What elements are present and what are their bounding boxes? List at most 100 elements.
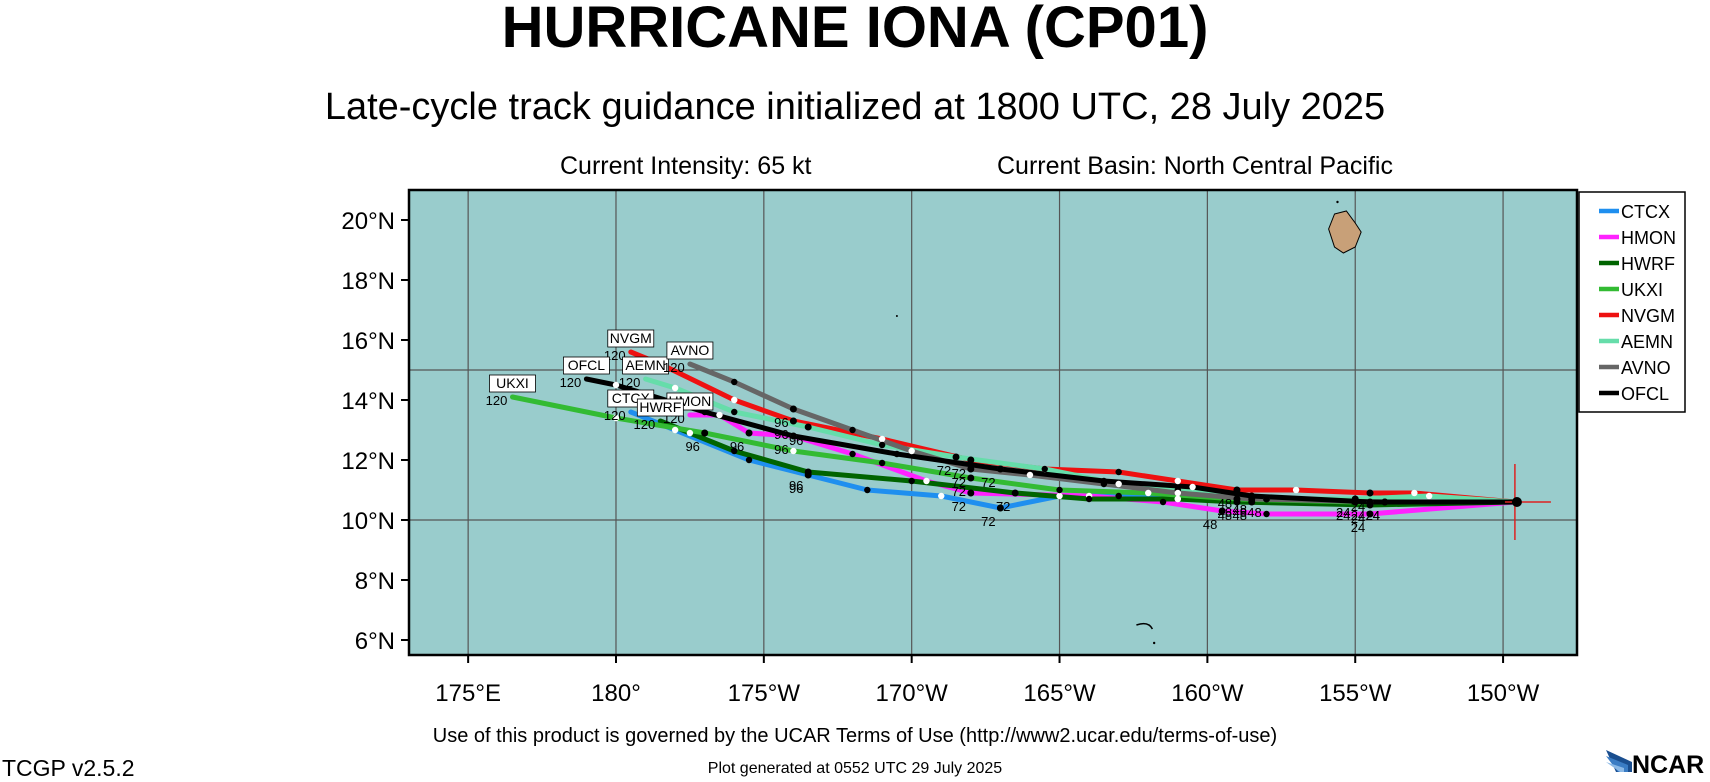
track-dot	[1100, 477, 1108, 485]
forecast-hour-dot	[996, 465, 1004, 473]
track-dot	[1085, 495, 1093, 503]
forecast-hour-label: 96	[685, 439, 699, 454]
forecast-hour-dot	[789, 405, 797, 413]
track-dot	[1189, 483, 1196, 491]
track-dot	[731, 378, 738, 386]
forecast-hour-label: 48	[1247, 505, 1261, 520]
track-dot	[1145, 489, 1152, 497]
track-dot	[686, 429, 694, 437]
legend-label-hmon: HMON	[1621, 228, 1676, 248]
forecast-hour-dot	[967, 456, 975, 464]
forecast-hour-label: 72	[981, 475, 995, 490]
model-name-label: OFCL	[568, 357, 606, 373]
version-label: TCGP v2.5.2	[2, 755, 135, 781]
forecast-hour-dot	[701, 429, 709, 437]
lon-tick-label: 175°E	[435, 680, 501, 707]
forecast-hour-dot	[1263, 495, 1271, 503]
forecast-hour-label: 24	[1336, 505, 1350, 520]
forecast-hour-dot	[1366, 510, 1374, 518]
generated-timestamp: Plot generated at 0552 UTC 29 July 2025	[707, 760, 1003, 777]
forecast-hour-label: 48	[1232, 508, 1246, 523]
track-dot	[1174, 477, 1182, 485]
model-name-box	[622, 356, 669, 375]
lon-tick-label: 175°W	[728, 680, 801, 707]
atoll-mark	[1152, 641, 1156, 645]
forecast-hour-label: 120	[604, 408, 626, 423]
track-dot	[878, 441, 886, 449]
forecast-hour-dot	[1366, 489, 1374, 497]
lat-tick-label: 10°N	[341, 508, 395, 535]
forecast-hour-dot	[1011, 489, 1019, 497]
page-title: HURRICANE IONA (CP01)	[501, 0, 1209, 60]
track-dot	[864, 486, 871, 494]
track-dot	[1115, 492, 1122, 500]
track-dot	[908, 447, 915, 455]
lat-tick-label: 16°N	[341, 328, 395, 355]
model-name-label: AVNO	[671, 342, 710, 358]
forecast-hour-dot	[952, 453, 960, 461]
forecast-hour-label: 72	[981, 514, 995, 529]
forecast-hour-label: 120	[619, 375, 641, 390]
forecast-hour-dot	[1233, 486, 1241, 494]
current-basin: Current Basin: North Central Pacific	[997, 152, 1393, 180]
storm-position-dot	[1511, 497, 1522, 507]
forecast-hour-label: 72	[952, 499, 966, 514]
track-dot	[1411, 489, 1418, 497]
forecast-hour-label: 24	[1351, 508, 1365, 523]
forecast-hour-label: 96	[774, 442, 788, 457]
current-intensity: Current Intensity: 65 kt	[560, 152, 812, 180]
forecast-hour-dot	[1351, 495, 1359, 503]
track-dot	[745, 456, 753, 464]
legend-label-avno: AVNO	[1621, 358, 1671, 378]
track-dot	[878, 459, 886, 467]
track-nvgm	[628, 349, 1518, 505]
track-dot	[1159, 498, 1167, 506]
map-frame	[407, 188, 1579, 657]
track-dot	[612, 414, 620, 422]
track-dot	[1174, 495, 1182, 503]
forecast-hour-label: 120	[663, 360, 685, 375]
track-dot	[1026, 471, 1034, 479]
track-dot	[893, 450, 901, 458]
atoll-mark	[1336, 200, 1339, 204]
forecast-hour-label: 24	[1351, 499, 1365, 514]
forecast-hour-dot	[967, 474, 975, 482]
lat-tick-label: 8°N	[355, 568, 395, 595]
forecast-hour-dot	[1248, 492, 1256, 500]
track-dot	[1174, 489, 1182, 497]
track-dot	[1115, 468, 1122, 476]
forecast-hour-dot	[789, 432, 797, 440]
forecast-hour-label: 72	[952, 484, 966, 499]
legend-label-hwrf: HWRF	[1621, 254, 1675, 274]
ncar-logo-icon	[1606, 750, 1632, 772]
track-dot	[790, 447, 797, 455]
forecast-hour-label: 48	[1218, 505, 1232, 520]
track-dot	[1056, 486, 1063, 494]
forecast-hour-label: 48	[1218, 496, 1232, 511]
forecast-hour-label: 96	[774, 415, 788, 430]
forecast-hour-label: 24	[1351, 520, 1365, 535]
model-name-box	[607, 329, 655, 348]
forecast-hour-label: 48	[1232, 502, 1246, 517]
track-dot	[612, 381, 620, 389]
lon-tick-label: 165°W	[1023, 680, 1096, 707]
track-dot	[731, 447, 738, 455]
ncar-logo-text: NCAR	[1632, 751, 1705, 779]
model-name-label: UKXI	[496, 375, 529, 391]
forecast-hour-label: 72	[952, 466, 966, 481]
forecast-hour-dot	[1218, 507, 1226, 515]
atoll-mark	[1136, 622, 1154, 630]
model-name-box	[563, 356, 610, 375]
forecast-hour-label: 96	[730, 439, 744, 454]
model-name-label: HWRF	[639, 399, 681, 415]
track-dot	[1263, 510, 1270, 518]
legend-label-aemn: AEMN	[1621, 332, 1673, 352]
track-dot	[671, 384, 679, 392]
forecast-hour-dot	[1366, 498, 1374, 506]
forecast-hour-label: 120	[486, 393, 508, 408]
forecast-hour-dot	[1233, 495, 1241, 503]
legend-label-ctcx: CTCX	[1621, 202, 1670, 222]
forecast-hour-label: 24	[1351, 511, 1365, 526]
track-dot	[671, 426, 679, 434]
page-subtitle: Late-cycle track guidance initialized at…	[324, 86, 1386, 128]
